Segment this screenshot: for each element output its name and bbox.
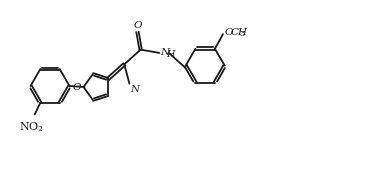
Text: O: O [73, 83, 81, 92]
Text: N: N [130, 85, 139, 94]
Text: O: O [225, 28, 233, 37]
Text: $\mathregular{NO_2}$: $\mathregular{NO_2}$ [19, 120, 44, 134]
Text: H: H [166, 50, 174, 59]
Text: CH: CH [230, 28, 248, 37]
Text: O: O [133, 21, 142, 30]
Text: N: N [160, 49, 169, 57]
Text: 3: 3 [239, 30, 245, 38]
